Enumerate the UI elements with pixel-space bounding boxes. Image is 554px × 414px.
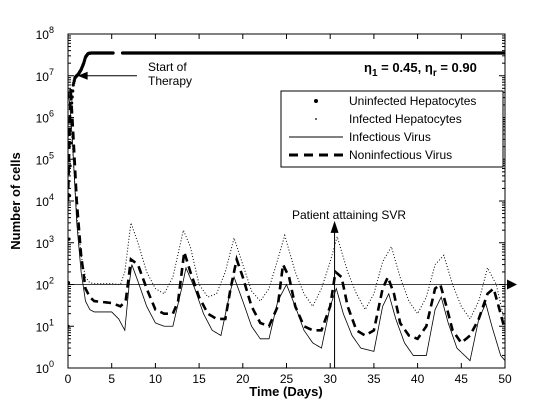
x-tick-label: 25 [280, 372, 294, 386]
x-tick-label: 45 [455, 372, 469, 386]
plot-area [67, 33, 506, 369]
y-tick-label: 104 [36, 192, 54, 209]
legend: Uninfected Hepatocytes Infected Hepatocy… [280, 90, 504, 168]
legend-box [280, 90, 504, 168]
point-uninfected-hepatocytes [68, 164, 72, 168]
x-axis-label: Time (Days) [249, 384, 322, 399]
x-tick-label: 50 [498, 372, 512, 386]
y-tick-label: 105 [36, 150, 54, 167]
legend-label-uninfected: Uninfected Hepatocytes [349, 94, 476, 108]
annotation-svr: Patient attaining SVR [292, 208, 406, 222]
annotation-layer [68, 71, 517, 368]
x-tick-label: 0 [65, 372, 72, 386]
legend-label-infected: Infected Hepatocytes [349, 112, 462, 126]
y-tick-label: 107 [36, 67, 54, 84]
x-tick-label: 10 [149, 372, 163, 386]
parameters-label: η1 = 0.45, ηr = 0.90 [364, 60, 477, 79]
point-uninfected-hepatocytes [111, 51, 115, 55]
x-tick-label: 5 [108, 372, 115, 386]
y-tick-label: 106 [36, 109, 54, 126]
x-tick-label: 20 [236, 372, 250, 386]
x-tick-label: 40 [411, 372, 425, 386]
point-uninfected-hepatocytes [68, 237, 71, 241]
series-layer [68, 51, 505, 362]
x-axis-ticks: 0 5 10 15 20 25 30 35 40 45 50 [65, 34, 512, 386]
point-uninfected-hepatocytes [71, 89, 75, 93]
legend-marker-infected [315, 118, 317, 120]
legend-label-noninfectious: Noninfectious Virus [349, 148, 452, 162]
y-tick-label: 100 [36, 359, 54, 376]
start-therapy-arrowhead [77, 71, 88, 80]
point-uninfected-hepatocytes [503, 51, 505, 55]
legend-marker-uninfected [314, 99, 318, 103]
x-tick-label: 35 [367, 372, 381, 386]
point-uninfected-hepatocytes [68, 281, 71, 285]
y-tick-label: 103 [36, 234, 54, 251]
series-infected-hepatocytes [68, 121, 505, 324]
y-tick-label: 101 [36, 317, 54, 334]
x-tick-label: 30 [324, 372, 338, 386]
series-noninfectious-virus [68, 88, 505, 345]
y-axis-label: Number of cells [8, 152, 23, 250]
svr-arrowhead [330, 220, 339, 233]
legend-label-infectious: Infectious Virus [349, 130, 431, 144]
point-uninfected-hepatocytes [68, 324, 70, 328]
reference-arrowhead [507, 279, 517, 290]
y-tick-label: 108 [36, 25, 54, 42]
annotation-start-therapy: Start of Therapy [148, 60, 192, 88]
x-tick-label: 15 [192, 372, 206, 386]
y-tick-label: 102 [36, 276, 54, 293]
